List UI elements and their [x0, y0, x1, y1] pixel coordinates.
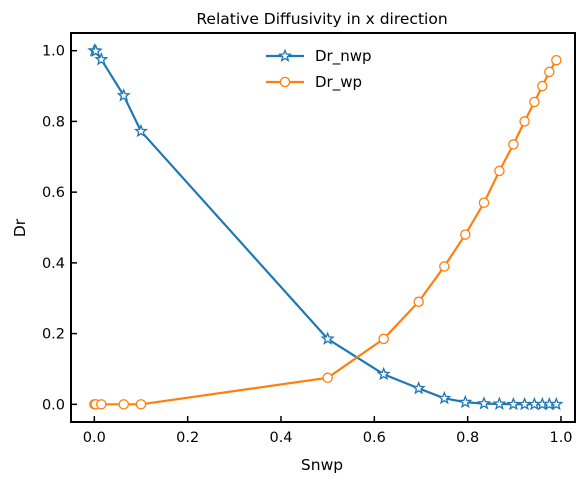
x-tick-label: 0.8: [456, 430, 479, 446]
circle-marker: [460, 229, 471, 240]
circle-marker: [118, 399, 129, 410]
circle-marker: [508, 139, 519, 150]
star-marker: [458, 394, 473, 409]
series-line-dr-wp: [94, 59, 558, 406]
x-tick-label: 1.0: [549, 430, 572, 446]
circle-marker: [96, 399, 107, 410]
y-tick-label: 0.4: [42, 256, 65, 272]
star-marker: [476, 396, 492, 410]
star-marker: [88, 43, 103, 58]
circle-marker: [544, 66, 555, 78]
x-tick-label: 0.6: [363, 430, 386, 446]
star-marker: [437, 390, 452, 405]
star-marker: [517, 396, 532, 411]
circle-marker: [135, 399, 147, 410]
ticks-layer: 0.0 0.2 0.4 0.6 0.8 1.0 0.0 0.2 0.4 0.6 0.8 1.0: [42, 44, 573, 446]
y-tick-label: 0.6: [42, 185, 65, 201]
circle-marker: [529, 96, 540, 108]
circle-marker: [519, 116, 530, 127]
star-marker: [116, 88, 131, 102]
y-tick-label: 1.0: [42, 44, 65, 60]
plot-frame: [70, 32, 576, 423]
chart-title: Relative Diffusivity in x direction: [196, 10, 447, 28]
star-marker: [506, 396, 521, 411]
star-marker: [94, 52, 109, 66]
legend-star-icon: [277, 48, 293, 62]
star-marker: [133, 123, 149, 138]
y-tick-label: 0.8: [42, 114, 65, 130]
y-tick-label: 0.2: [42, 327, 65, 343]
star-marker: [492, 396, 507, 410]
circle-marker: [494, 165, 505, 177]
star-marker: [549, 396, 564, 411]
y-axis-label: Dr: [11, 218, 29, 237]
star-marker: [376, 366, 391, 381]
x-tick-label: 0.4: [269, 430, 292, 446]
circle-marker: [322, 372, 333, 384]
legend-label: Dr_wp: [315, 73, 362, 92]
star-marker: [411, 380, 426, 395]
x-tick-label: 0.0: [83, 430, 106, 446]
y-tick-label: 0.0: [42, 397, 65, 413]
x-tick-label: 0.2: [176, 430, 199, 446]
legend-circle-icon: [279, 76, 291, 88]
circle-marker: [378, 333, 389, 345]
series-layer: [87, 43, 564, 411]
x-axis-label: Snwp: [301, 456, 343, 474]
circle-marker: [413, 296, 424, 308]
circle-marker: [551, 54, 562, 66]
circle-marker: [537, 80, 548, 92]
star-marker: [320, 331, 335, 345]
legend: Dr_nwp Dr_wp: [266, 47, 372, 92]
circle-marker: [439, 261, 450, 272]
legend-label: Dr_nwp: [315, 47, 372, 66]
series-line-dr-nwp: [94, 49, 557, 406]
circle-marker: [478, 197, 490, 208]
